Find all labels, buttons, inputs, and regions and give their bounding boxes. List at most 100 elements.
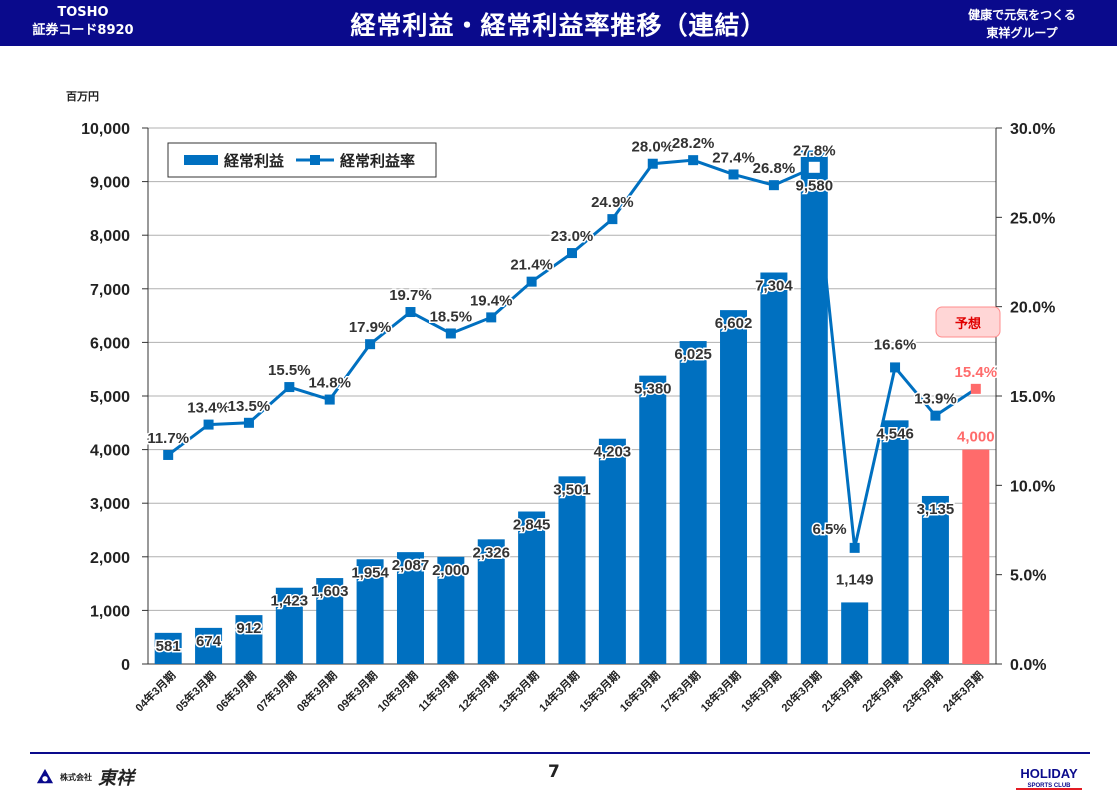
bar xyxy=(518,511,546,664)
rate-value-label: 13.9% xyxy=(914,391,957,408)
y-left-tick-label: 2,000 xyxy=(90,550,130,567)
rate-value-label: 15.4% xyxy=(955,364,998,381)
company-logo-name: 東祥 xyxy=(98,768,134,789)
bar-value-label: 2,000 xyxy=(432,562,470,579)
slogan-block: 健康で元気をつくる 東祥グループ xyxy=(947,6,1097,42)
svg-text:HOLIDAY: HOLIDAY xyxy=(1020,766,1078,781)
rate-marker xyxy=(890,362,901,373)
bar xyxy=(154,632,182,664)
bar xyxy=(396,552,424,664)
rate-marker xyxy=(849,542,860,553)
svg-text:SPORTS CLUB: SPORTS CLUB xyxy=(1027,783,1071,789)
legend-line-marker xyxy=(310,155,320,165)
bar-value-label: 1,149 xyxy=(836,571,874,588)
bar xyxy=(679,341,707,664)
forecast-label: 予想 xyxy=(955,316,981,331)
bar xyxy=(760,272,788,664)
rate-value-label: 19.7% xyxy=(389,287,432,304)
bar-value-label: 1,954 xyxy=(351,564,389,581)
rate-value-label: 11.7% xyxy=(147,430,189,447)
rate-marker xyxy=(768,180,779,191)
rate-value-label: 26.8% xyxy=(753,160,796,177)
bar-value-label: 6,025 xyxy=(674,346,712,363)
rate-value-label: 21.4% xyxy=(510,257,553,274)
rate-marker xyxy=(688,155,699,166)
rate-value-label: 27.8% xyxy=(793,142,836,159)
rate-marker xyxy=(445,328,456,339)
bar xyxy=(841,602,869,664)
bar xyxy=(477,539,505,664)
y-left-tick-label: 6,000 xyxy=(90,335,130,352)
x-tick-label: 05年3月期 xyxy=(172,668,218,714)
bar-value-label: 2,326 xyxy=(472,544,510,561)
x-tick-label: 12年3月期 xyxy=(455,668,501,714)
x-tick-label: 22年3月期 xyxy=(859,668,905,714)
bar xyxy=(356,559,384,664)
page-title: 経常利益・経常利益率推移（連結） xyxy=(350,11,767,40)
bar-value-label: 4,000 xyxy=(957,429,995,446)
rate-marker xyxy=(607,214,618,225)
y-right-tick-label: 20.0% xyxy=(1010,300,1055,317)
x-tick-label: 11年3月期 xyxy=(415,668,461,714)
rate-marker xyxy=(647,158,658,169)
rate-value-label: 13.5% xyxy=(228,398,271,415)
bar xyxy=(921,495,949,664)
bar xyxy=(720,310,748,664)
rate-marker xyxy=(486,312,497,323)
header-bar: TOSHO 証券コード8920 経常利益・経常利益率推移（連結） 健康で元気をつ… xyxy=(0,0,1117,46)
bar xyxy=(316,578,344,664)
x-tick-label: 19年3月期 xyxy=(738,668,784,714)
y-right-tick-label: 5.0% xyxy=(1010,568,1046,585)
y-right-tick-label: 25.0% xyxy=(1010,210,1055,227)
x-tick-label: 23年3月期 xyxy=(899,668,945,714)
bar-value-label: 4,203 xyxy=(594,444,632,461)
rate-value-label: 23.0% xyxy=(551,228,594,245)
y-left-tick-label: 0 xyxy=(121,657,130,674)
y-right-tick-label: 30.0% xyxy=(1010,121,1055,138)
footer-divider xyxy=(30,752,1090,754)
y-left-tick-label: 3,000 xyxy=(90,496,130,513)
rate-value-label: 16.6% xyxy=(874,336,917,353)
x-tick-label: 24年3月期 xyxy=(940,668,986,714)
rate-marker xyxy=(405,307,416,318)
rate-marker xyxy=(930,410,941,421)
bar xyxy=(558,476,586,664)
rate-marker xyxy=(324,394,335,405)
bar-value-label: 581 xyxy=(156,638,181,655)
rate-value-label: 24.9% xyxy=(591,194,634,211)
y-right-tick-label: 15.0% xyxy=(1010,389,1055,406)
slogan-line2: 東祥グループ xyxy=(986,26,1058,40)
rate-marker xyxy=(970,383,981,394)
y-left-tick-label: 7,000 xyxy=(90,282,130,299)
rate-value-label: 28.2% xyxy=(672,135,715,152)
bar-value-label: 5,380 xyxy=(634,381,672,398)
legend-bar-label: 経常利益 xyxy=(224,152,284,170)
bar-value-label: 4,546 xyxy=(876,425,914,442)
rate-value-label: 17.9% xyxy=(349,319,392,336)
bar xyxy=(962,449,990,664)
holiday-logo-icon: HOLIDAY SPORTS CLUB xyxy=(1016,766,1082,790)
bar-value-label: 1,423 xyxy=(271,593,309,610)
slogan-line1: 健康で元気をつくる xyxy=(968,8,1076,22)
security-code: 証券コード8920 xyxy=(32,23,134,38)
rate-marker xyxy=(203,419,214,430)
bar-value-label: 3,135 xyxy=(917,501,955,518)
x-tick-label: 21年3月期 xyxy=(819,668,865,714)
rate-value-label: 13.4% xyxy=(187,400,230,417)
bar xyxy=(235,615,263,664)
company-logo: 株式会社 東祥 xyxy=(36,764,134,790)
company-ticker: TOSHO xyxy=(57,5,109,20)
rate-marker xyxy=(728,169,739,180)
bar xyxy=(275,587,303,664)
y-left-tick-label: 10,000 xyxy=(81,121,130,138)
bar xyxy=(800,150,828,665)
bar xyxy=(195,627,223,664)
bar-value-label: 2,087 xyxy=(392,557,430,574)
bar-value-label: 912 xyxy=(236,620,261,637)
rate-marker xyxy=(163,449,174,460)
bar-value-label: 1,603 xyxy=(311,583,349,600)
legend-line-label: 経常利益率 xyxy=(340,152,415,170)
x-tick-label: 09年3月期 xyxy=(334,668,380,714)
rate-marker xyxy=(365,339,376,350)
bar-value-label: 7,304 xyxy=(755,278,793,295)
